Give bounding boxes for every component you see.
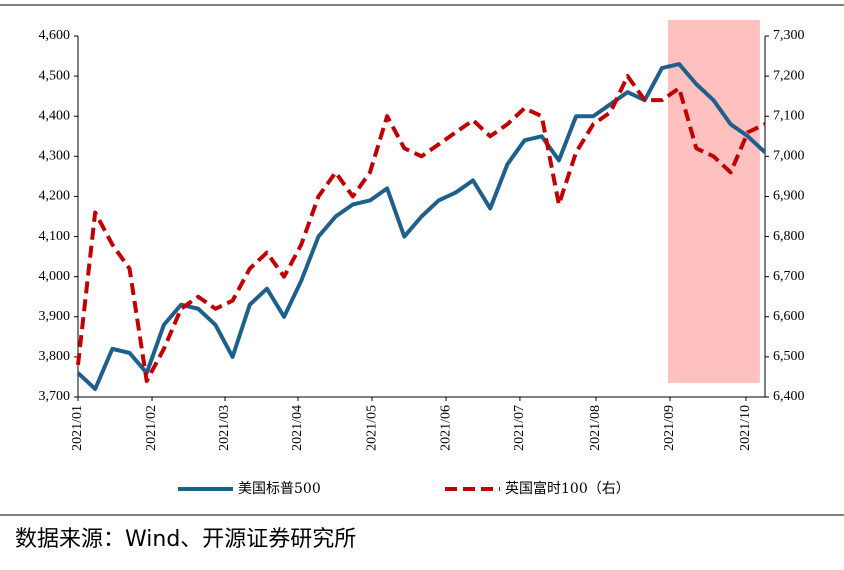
legend-label: 美国标普500 bbox=[238, 481, 321, 497]
legend-label: 英国富时100（右） bbox=[505, 480, 630, 497]
x-tick-label: 2021/06 bbox=[438, 405, 453, 451]
y-tick-label: 4,000 bbox=[39, 269, 71, 284]
series-line bbox=[76, 74, 766, 383]
x-tick-label: 2021/02 bbox=[144, 405, 159, 451]
x-tick-label: 2021/03 bbox=[217, 405, 232, 451]
x-tick-label: 2021/09 bbox=[662, 405, 677, 451]
y-tick-label: 4,100 bbox=[39, 229, 71, 244]
y2-tick-label: 6,700 bbox=[773, 269, 805, 284]
y2-tick-label: 6,400 bbox=[773, 389, 805, 404]
y2-tick-label: 6,800 bbox=[773, 229, 805, 244]
y-tick-label: 4,500 bbox=[39, 68, 71, 83]
y2-tick-label: 7,200 bbox=[773, 68, 805, 83]
x-tick-label: 2021/08 bbox=[588, 405, 603, 451]
y2-tick-label: 6,500 bbox=[773, 349, 805, 364]
y2-tick-label: 7,100 bbox=[773, 108, 805, 123]
x-tick-label: 2021/05 bbox=[364, 405, 379, 451]
y-tick-label: 4,400 bbox=[39, 108, 71, 123]
y2-tick-label: 6,600 bbox=[773, 309, 805, 324]
y2-tick-label: 7,300 bbox=[773, 28, 805, 43]
y-tick-label: 3,900 bbox=[39, 309, 71, 324]
y-tick-label: 4,600 bbox=[39, 28, 71, 43]
y2-tick-label: 7,000 bbox=[773, 149, 805, 164]
x-tick-label: 2021/01 bbox=[70, 405, 85, 451]
x-tick-label: 2021/04 bbox=[290, 405, 305, 451]
series-line bbox=[76, 62, 767, 391]
x-tick-label: 2021/07 bbox=[512, 405, 527, 451]
source: 数据来源：Wind、开源证券研究所 bbox=[15, 527, 356, 552]
highlight-region bbox=[667, 19, 760, 383]
y-tick-label: 3,800 bbox=[39, 349, 71, 364]
y-tick-label: 4,200 bbox=[39, 189, 71, 204]
y-tick-label: 3,700 bbox=[39, 389, 71, 404]
x-tick-label: 2021/10 bbox=[738, 405, 753, 451]
y-tick-label: 4,300 bbox=[39, 149, 71, 164]
y2-tick-label: 6,900 bbox=[773, 189, 805, 204]
